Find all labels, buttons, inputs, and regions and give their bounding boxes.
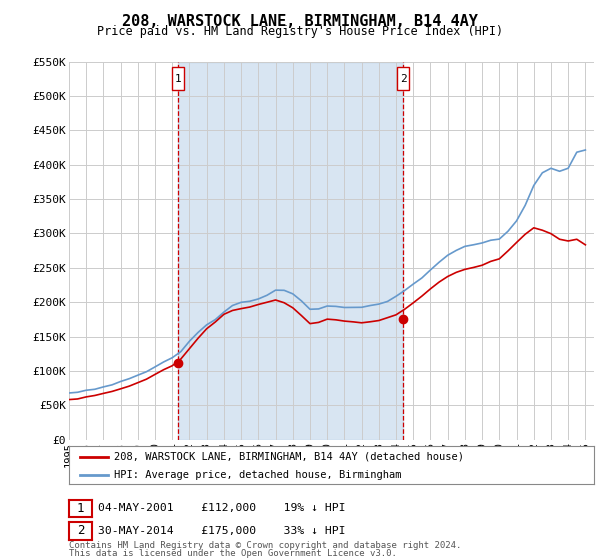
Text: 2: 2: [77, 524, 84, 538]
Text: This data is licensed under the Open Government Licence v3.0.: This data is licensed under the Open Gov…: [69, 549, 397, 558]
Text: HPI: Average price, detached house, Birmingham: HPI: Average price, detached house, Birm…: [113, 470, 401, 480]
Text: Contains HM Land Registry data © Crown copyright and database right 2024.: Contains HM Land Registry data © Crown c…: [69, 541, 461, 550]
FancyBboxPatch shape: [397, 67, 409, 90]
Text: Price paid vs. HM Land Registry's House Price Index (HPI): Price paid vs. HM Land Registry's House …: [97, 25, 503, 38]
Bar: [178, 62, 403, 440]
Text: 1: 1: [175, 73, 182, 83]
Text: 2: 2: [400, 73, 406, 83]
Text: 1: 1: [77, 502, 84, 515]
Text: 208, WARSTOCK LANE, BIRMINGHAM, B14 4AY (detached house): 208, WARSTOCK LANE, BIRMINGHAM, B14 4AY …: [113, 452, 464, 462]
FancyBboxPatch shape: [172, 67, 184, 90]
Text: 30-MAY-2014    £175,000    33% ↓ HPI: 30-MAY-2014 £175,000 33% ↓ HPI: [98, 526, 346, 536]
Text: 208, WARSTOCK LANE, BIRMINGHAM, B14 4AY: 208, WARSTOCK LANE, BIRMINGHAM, B14 4AY: [122, 14, 478, 29]
Text: 04-MAY-2001    £112,000    19% ↓ HPI: 04-MAY-2001 £112,000 19% ↓ HPI: [98, 503, 346, 514]
